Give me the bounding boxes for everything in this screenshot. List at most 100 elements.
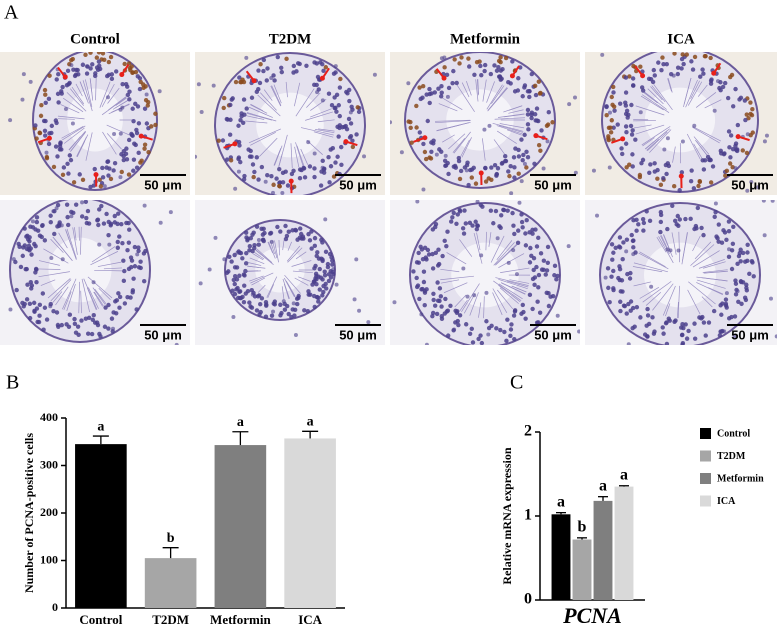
cell — [86, 331, 91, 336]
cell — [234, 287, 239, 292]
flagella — [291, 260, 312, 267]
cell — [230, 96, 235, 101]
flagella — [493, 242, 515, 266]
cell — [664, 171, 669, 177]
flagella — [66, 228, 77, 259]
cell — [623, 90, 629, 95]
interstitial-cell — [281, 299, 286, 304]
flagella — [512, 285, 527, 293]
flagella — [285, 280, 296, 297]
interstitial-cell — [195, 154, 198, 159]
flagella — [287, 247, 303, 263]
cell — [498, 55, 503, 60]
cell — [618, 289, 623, 294]
cell — [91, 313, 96, 318]
cell — [733, 143, 738, 149]
flagella — [461, 283, 480, 312]
cell — [55, 202, 61, 208]
cell — [142, 106, 148, 111]
cell — [488, 71, 494, 77]
cell — [683, 216, 688, 222]
bar — [144, 558, 197, 608]
cell — [516, 228, 521, 233]
cell — [701, 167, 707, 172]
cell — [435, 280, 440, 285]
cell — [290, 228, 295, 233]
cell — [312, 243, 318, 249]
interstitial-cell — [118, 175, 123, 180]
cell — [492, 162, 498, 168]
cell — [744, 282, 749, 287]
cell — [478, 202, 484, 208]
cell — [624, 130, 629, 135]
cell — [527, 292, 533, 298]
legend-swatch — [700, 450, 711, 462]
cell — [38, 113, 44, 119]
cell — [550, 293, 556, 299]
interstitial-cell — [715, 79, 720, 84]
micrograph: 50 μm — [585, 200, 777, 345]
cell — [684, 52, 689, 57]
cell — [294, 69, 299, 74]
cell — [546, 303, 552, 309]
cell — [545, 260, 551, 265]
interstitial-cell — [20, 97, 25, 102]
cell — [126, 172, 132, 177]
cell — [454, 310, 460, 315]
cell — [607, 299, 612, 305]
flagella — [83, 278, 98, 310]
flagella — [300, 127, 334, 136]
cell — [100, 175, 106, 180]
y-axis-label: Number of PCNA-positive cells — [22, 433, 36, 593]
cell — [131, 118, 136, 124]
cell — [129, 264, 134, 270]
flagella — [639, 287, 660, 299]
cell — [261, 57, 267, 63]
cell — [138, 259, 143, 264]
cell — [54, 310, 60, 315]
flagella — [460, 139, 470, 157]
cell — [24, 297, 30, 302]
cell — [530, 276, 536, 282]
cell — [90, 317, 96, 322]
cell — [527, 89, 532, 94]
flagella — [86, 287, 97, 310]
interstitial-cell — [756, 185, 761, 190]
flagella — [305, 111, 333, 121]
cell — [420, 95, 425, 100]
cell — [675, 213, 680, 219]
interstitial-cell — [541, 166, 546, 171]
cell — [236, 123, 241, 128]
cell — [639, 160, 644, 166]
cell — [474, 226, 480, 232]
cell — [537, 91, 543, 96]
cell — [475, 223, 480, 228]
interstitial-cell — [105, 95, 110, 100]
interstitial-cell — [250, 292, 255, 297]
cell — [283, 223, 288, 229]
scale-bar-label: 50 μm — [339, 177, 377, 192]
cell — [463, 322, 469, 327]
cell — [330, 262, 335, 267]
cell — [269, 174, 274, 179]
cell — [524, 149, 529, 154]
interstitial-cell — [764, 133, 769, 138]
cell — [289, 314, 294, 320]
interstitial-cell — [555, 313, 560, 318]
cell — [67, 312, 73, 317]
cell — [137, 86, 143, 92]
cell — [689, 168, 694, 173]
cell — [482, 62, 488, 68]
interstitial-cell — [511, 248, 516, 253]
flagella — [487, 87, 508, 112]
interstitial-cell — [84, 64, 89, 69]
cell — [102, 57, 107, 63]
cell — [332, 95, 337, 100]
cell — [439, 83, 444, 89]
flagella — [633, 262, 668, 273]
flagella — [488, 232, 492, 247]
cell — [42, 87, 48, 93]
cell — [97, 207, 102, 212]
cell — [611, 104, 617, 109]
flagella — [58, 232, 68, 249]
